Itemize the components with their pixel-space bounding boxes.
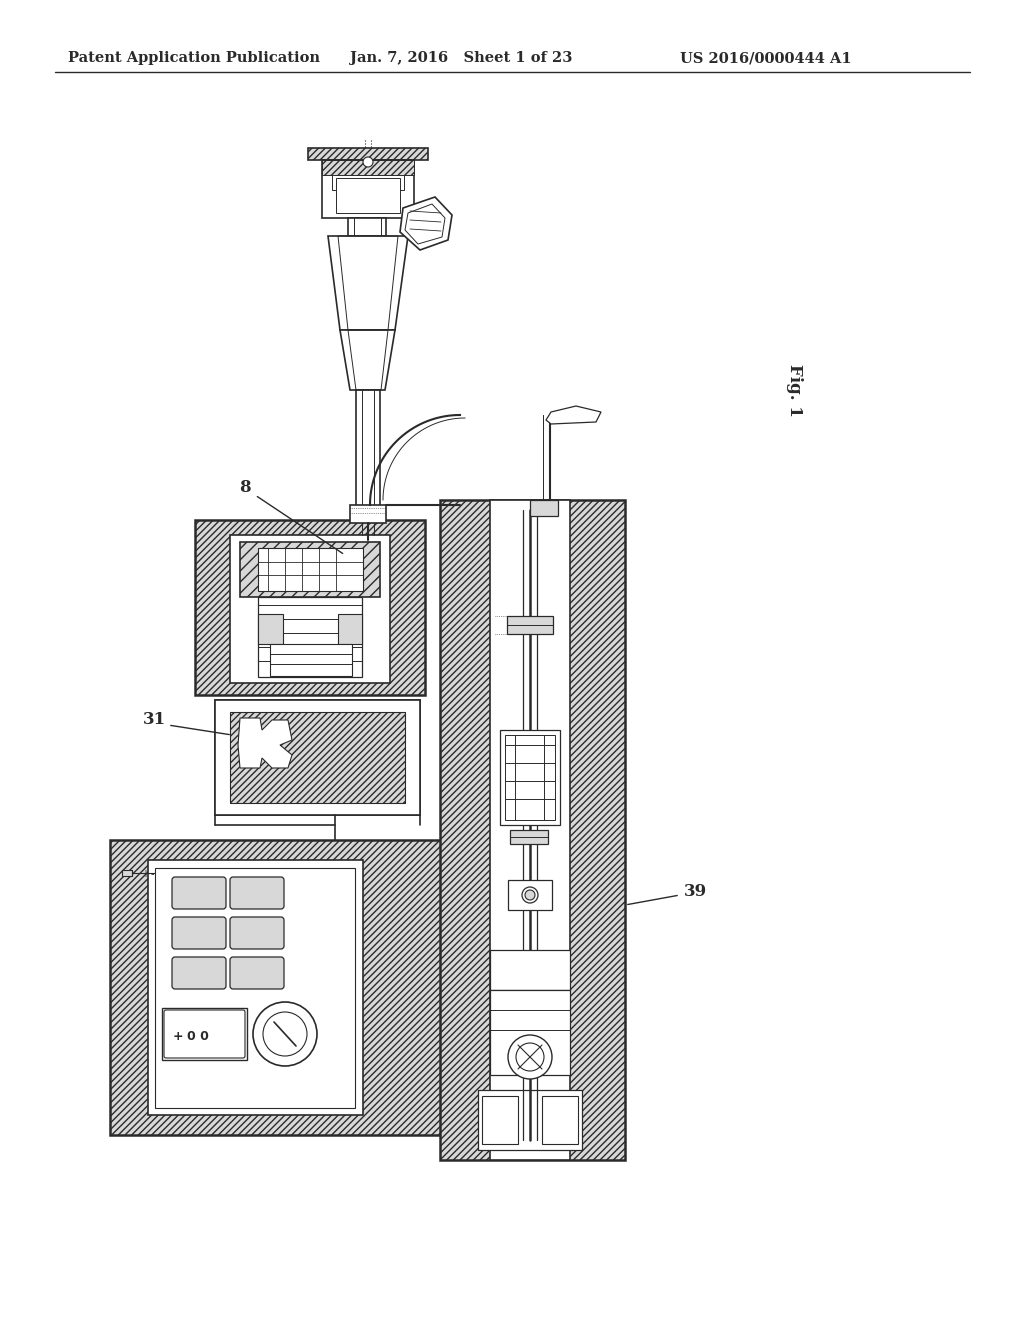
FancyBboxPatch shape bbox=[172, 917, 226, 949]
Text: 31: 31 bbox=[142, 711, 166, 729]
Text: US 2016/0000444 A1: US 2016/0000444 A1 bbox=[680, 51, 852, 65]
Bar bbox=[215, 700, 420, 814]
Circle shape bbox=[362, 157, 373, 168]
Bar bbox=[270, 644, 352, 676]
Bar bbox=[336, 178, 400, 213]
Text: Patent Application Publication: Patent Application Publication bbox=[68, 51, 319, 65]
Bar bbox=[348, 218, 386, 236]
FancyBboxPatch shape bbox=[230, 917, 284, 949]
Bar bbox=[508, 880, 552, 909]
Bar bbox=[322, 160, 414, 218]
Polygon shape bbox=[238, 718, 292, 768]
Text: Jan. 7, 2016   Sheet 1 of 23: Jan. 7, 2016 Sheet 1 of 23 bbox=[350, 51, 572, 65]
Bar bbox=[510, 830, 548, 843]
Bar bbox=[500, 730, 560, 825]
Circle shape bbox=[253, 1002, 317, 1067]
Bar bbox=[230, 711, 406, 803]
Bar bbox=[332, 165, 404, 190]
FancyBboxPatch shape bbox=[172, 957, 226, 989]
Bar bbox=[507, 616, 553, 634]
Bar bbox=[490, 500, 570, 1160]
Circle shape bbox=[508, 1035, 552, 1078]
Bar bbox=[122, 870, 132, 876]
Polygon shape bbox=[546, 407, 601, 424]
Text: Fig. 1: Fig. 1 bbox=[786, 363, 804, 416]
Circle shape bbox=[522, 887, 538, 903]
Text: 8: 8 bbox=[240, 479, 251, 496]
Text: +: + bbox=[141, 869, 150, 879]
Polygon shape bbox=[340, 330, 395, 389]
Bar bbox=[490, 950, 570, 990]
Circle shape bbox=[525, 890, 535, 900]
Bar bbox=[258, 548, 362, 591]
Bar bbox=[350, 506, 386, 523]
Bar bbox=[195, 520, 425, 696]
Polygon shape bbox=[400, 197, 452, 249]
Text: 0 0: 0 0 bbox=[187, 1031, 209, 1044]
Bar bbox=[258, 614, 283, 644]
Bar bbox=[308, 148, 428, 160]
Text: +: + bbox=[173, 1031, 183, 1044]
FancyBboxPatch shape bbox=[164, 1010, 245, 1059]
Bar bbox=[258, 597, 362, 677]
FancyBboxPatch shape bbox=[230, 957, 284, 989]
Bar bbox=[338, 614, 362, 644]
Bar bbox=[440, 500, 625, 1160]
Text: -: - bbox=[151, 869, 154, 879]
Bar bbox=[490, 990, 570, 1074]
Polygon shape bbox=[328, 236, 408, 330]
Bar bbox=[162, 1008, 247, 1060]
Bar bbox=[148, 861, 362, 1115]
FancyBboxPatch shape bbox=[230, 876, 284, 909]
Bar bbox=[482, 1096, 518, 1144]
Bar bbox=[155, 869, 355, 1107]
Bar bbox=[542, 1096, 578, 1144]
Bar bbox=[530, 500, 558, 516]
Bar bbox=[240, 543, 380, 597]
Bar bbox=[230, 711, 406, 803]
Text: 39: 39 bbox=[683, 883, 707, 900]
Bar bbox=[505, 735, 555, 820]
Bar bbox=[110, 840, 490, 1135]
Bar bbox=[356, 389, 380, 510]
FancyBboxPatch shape bbox=[172, 876, 226, 909]
Bar bbox=[230, 535, 390, 682]
Bar bbox=[322, 160, 414, 176]
Bar bbox=[478, 1090, 582, 1150]
Bar bbox=[215, 700, 420, 814]
